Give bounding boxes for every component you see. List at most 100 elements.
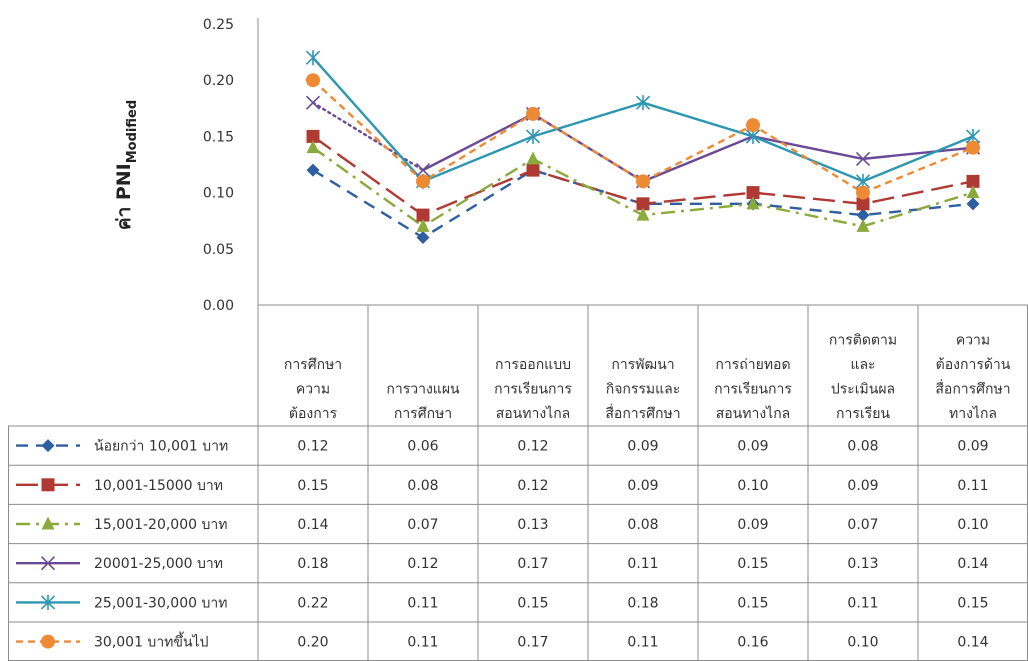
x-category-label: ทางไกล [949,405,997,422]
marker-square [746,186,760,200]
data-label: 0.08 [627,517,658,533]
marker-x [40,556,56,571]
legend-key [16,556,80,571]
marker-circle [306,73,320,88]
data-label: 0.08 [847,439,878,455]
marker-triangle [636,207,650,221]
x-category-label: การติดตาม [829,333,897,349]
marker-triangle [526,151,540,165]
data-label: 0.10 [737,478,768,494]
data-label: 0.11 [957,478,988,494]
data-label: 0.15 [957,595,988,611]
legend-label: 30,001 บาทขึ้นไป [94,632,209,651]
data-label: 0.09 [737,439,768,455]
data-label: 0.20 [297,635,328,651]
x-category-label: การเรียน [836,406,890,422]
marker-triangle [306,140,320,154]
x-category-label: การศึกษา [394,406,452,422]
marker-square [856,197,870,211]
data-label: 0.06 [407,439,438,455]
legend-label: 15,001-20,000 บาท [94,517,227,533]
marker-square [966,174,980,188]
y-axis-label: ค่า PNIModified [113,100,140,230]
data-table: การศึกษาความต้องการการวางแผนการศึกษาการอ… [16,333,1011,651]
data-label: 0.09 [957,439,988,455]
legend-key [16,634,80,649]
data-label: 0.15 [737,556,768,572]
y-tick-label: 0.10 [203,186,234,202]
data-label: 0.16 [737,635,768,651]
data-label: 0.13 [517,517,548,533]
marker-circle [526,106,540,121]
x-category-label: การศึกษา [284,357,342,373]
marker-diamond [966,197,980,211]
data-label: 0.18 [627,595,658,611]
marker-diamond [41,439,55,453]
data-label: 0.18 [297,556,328,572]
x-category-label: สอนทางไกล [496,405,571,422]
series-4 [311,101,974,183]
legend-label: 25,001-30,000 บาท [94,595,227,611]
x-category-label: การถ่ายทอด [715,357,790,373]
marker-circle [416,174,430,189]
marker-x [855,151,871,166]
data-label: 0.09 [627,439,658,455]
marker-circle [966,140,980,155]
legend-key [16,594,80,610]
marker-square [306,129,320,143]
marker-square [636,197,650,211]
data-label: 0.07 [407,517,438,533]
data-label: 0.14 [297,517,328,533]
x-category-label: และ [850,357,875,373]
legend-key [16,516,80,530]
y-tick-label: 0.20 [203,73,234,89]
series-line-segment [311,101,425,172]
marker-square [41,478,55,492]
marker-square [526,163,540,177]
data-label: 0.15 [297,478,328,494]
x-category-label: การเรียนการ [714,382,792,398]
y-tick-label: 0.00 [203,298,234,314]
legend-label: น้อยกว่า 10,001 บาท [94,439,228,455]
marker-triangle [746,196,760,210]
axes [8,18,1028,661]
marker-star [525,128,541,144]
legend-key [16,439,80,453]
data-label: 0.17 [517,635,548,651]
marker-circle [41,634,55,649]
marker-triangle [416,218,430,232]
data-label: 0.11 [627,556,658,572]
data-label: 0.15 [517,595,548,611]
x-category-label: การพัฒนา [611,357,674,373]
x-category-label: ต้องการ [289,406,338,422]
legend-label: 10,001-15000 บาท [94,478,223,494]
data-label: 0.12 [407,556,438,572]
series-line [422,112,974,183]
data-label: 0.14 [957,556,988,572]
x-category-label: ความ [296,382,330,398]
marker-triangle [856,218,870,232]
marker-triangle [41,516,55,530]
data-label: 0.17 [517,556,548,572]
x-category-label: การวางแผน [386,382,460,398]
data-label: 0.11 [407,635,438,651]
x-category-label: ความ [956,333,990,349]
y-axis-ticks: 0.00 0.05 0.10 0.15 0.20 0.25 [203,17,234,314]
marker-square [416,208,430,222]
x-category-label: สื่อการศึกษา [935,380,1010,398]
marker-diamond [306,163,320,177]
x-category-label: สื่อการศึกษา [605,404,680,422]
data-label: 0.11 [847,595,878,611]
data-label: 0.12 [517,439,548,455]
data-label: 0.10 [847,635,878,651]
marker-circle [746,118,760,133]
data-label: 0.14 [957,635,988,651]
marker-triangle [966,185,980,199]
marker-circle [636,174,650,189]
marker-x [415,163,431,178]
x-category-label: สอนทางไกล [716,405,791,422]
data-label: 0.09 [627,478,658,494]
data-label: 0.08 [407,478,438,494]
marker-diamond [856,208,870,222]
